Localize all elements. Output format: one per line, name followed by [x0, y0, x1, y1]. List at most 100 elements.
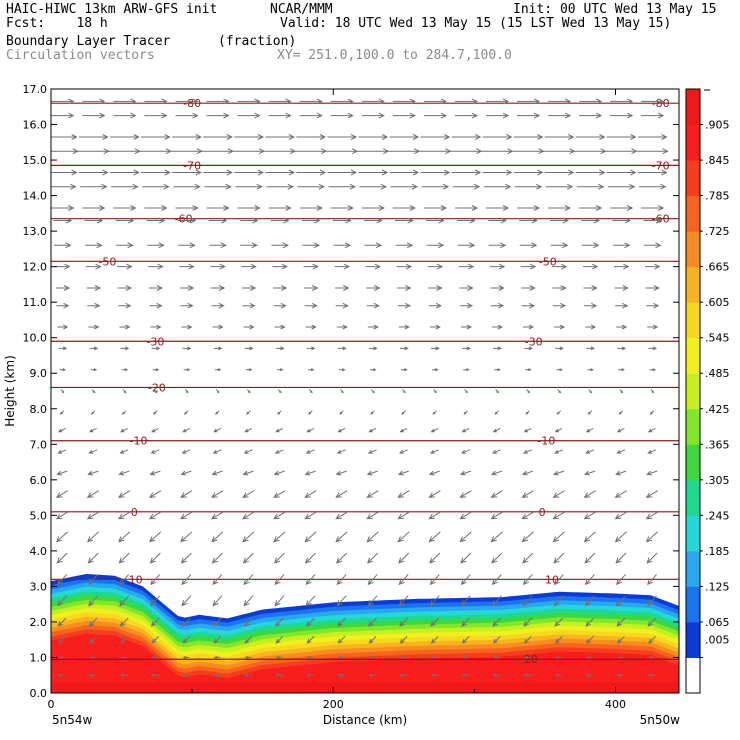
wind-vector — [246, 410, 251, 415]
y-axis-label: Height (km) — [3, 355, 17, 426]
wind-vector — [368, 655, 376, 660]
wind-vector — [461, 324, 473, 330]
wind-vector — [423, 98, 448, 105]
wind-vector — [639, 183, 667, 190]
wind-vector — [299, 98, 323, 105]
wind-vector — [58, 655, 65, 660]
wind-vector — [459, 285, 474, 291]
wind-vector — [395, 242, 414, 249]
wind-vector — [182, 655, 190, 660]
wind-vector — [340, 389, 344, 394]
wind-vector — [430, 427, 439, 433]
wind-vector — [84, 217, 104, 224]
wind-vector — [243, 595, 254, 607]
wind-vector — [543, 148, 576, 155]
wind-vector — [368, 617, 377, 627]
wind-vector — [451, 134, 482, 140]
circulation-vectors — [51, 98, 669, 678]
wind-vector — [213, 346, 223, 351]
wind-vector — [454, 112, 479, 119]
wind-vector — [495, 389, 499, 394]
wind-vector — [482, 134, 513, 140]
wind-vector — [330, 205, 354, 211]
wind-vector — [556, 368, 563, 372]
wind-vector — [274, 449, 284, 454]
wind-vector — [432, 368, 439, 372]
wind-vector — [490, 285, 505, 291]
wind-vector — [304, 470, 316, 476]
wind-vector — [429, 324, 441, 330]
wind-vector — [550, 242, 569, 249]
wind-vector — [268, 98, 292, 105]
wind-vector — [492, 636, 501, 644]
colorbar-label: .245 — [705, 509, 730, 522]
wind-vector — [614, 490, 627, 498]
wind-vector — [212, 574, 223, 586]
wind-vector — [183, 368, 191, 372]
wind-vector — [512, 148, 545, 155]
wind-vector — [517, 98, 541, 105]
wind-vector — [521, 511, 534, 520]
wind-vector — [636, 148, 669, 155]
colorbar-segment — [686, 302, 700, 339]
wind-vector — [576, 183, 605, 190]
wind-vector — [82, 205, 106, 211]
wind-vector — [57, 449, 67, 454]
wind-vector — [215, 389, 220, 394]
wind-vector — [245, 368, 253, 372]
colorbar-label: .665 — [705, 261, 730, 274]
wind-vector — [554, 636, 563, 644]
wind-vector — [526, 389, 530, 394]
wind-vector — [152, 368, 160, 372]
wind-vector — [459, 302, 474, 309]
wind-vector — [180, 511, 193, 520]
colorbar-label: .785 — [705, 190, 730, 203]
wind-vector — [55, 263, 71, 270]
wind-vector — [517, 205, 541, 211]
wind-vector — [462, 346, 471, 351]
wind-vector — [180, 470, 192, 476]
y-tick-label: 15.0 — [23, 154, 48, 167]
wind-vector — [492, 673, 501, 678]
wind-vector — [397, 470, 409, 476]
wind-vector — [494, 410, 499, 415]
y-tick-label: 14.0 — [23, 190, 48, 203]
wind-vector — [153, 410, 158, 415]
wind-vector — [86, 490, 100, 498]
colorbar-segment — [686, 266, 700, 303]
wind-vector — [490, 511, 503, 520]
wind-vector — [273, 552, 285, 564]
wind-vector — [610, 98, 634, 105]
wind-vector — [244, 655, 252, 660]
wind-vector — [53, 217, 73, 224]
wind-vector — [179, 263, 195, 270]
wind-vector — [175, 98, 199, 105]
wind-vector — [368, 636, 377, 644]
wind-vector — [650, 389, 655, 394]
y-tick-label: 11.0 — [23, 296, 48, 309]
wind-vector — [87, 470, 99, 476]
vector-field-name: Circulation vectors — [6, 48, 155, 63]
wind-vector — [299, 112, 323, 119]
wind-vector — [554, 427, 563, 433]
wind-vector — [615, 574, 626, 586]
wind-vector — [113, 98, 137, 105]
wind-vector — [619, 389, 624, 394]
wind-vector — [649, 368, 657, 372]
wind-vector — [240, 242, 258, 249]
wind-vector — [575, 169, 606, 176]
y-tick-label: 10.0 — [23, 332, 48, 345]
wind-vector — [426, 242, 445, 249]
wind-vector — [203, 169, 233, 176]
wind-vector — [606, 169, 637, 176]
wind-vector — [397, 490, 410, 498]
wind-vector — [206, 98, 230, 105]
colorbar-segment — [686, 124, 700, 161]
wind-vector — [214, 368, 222, 372]
colorbar-segment — [686, 231, 700, 268]
wind-vector — [213, 655, 221, 660]
wind-vector — [273, 285, 288, 291]
colorbar-segment — [686, 373, 700, 410]
wind-vector — [459, 470, 472, 476]
wind-vector — [335, 285, 350, 291]
